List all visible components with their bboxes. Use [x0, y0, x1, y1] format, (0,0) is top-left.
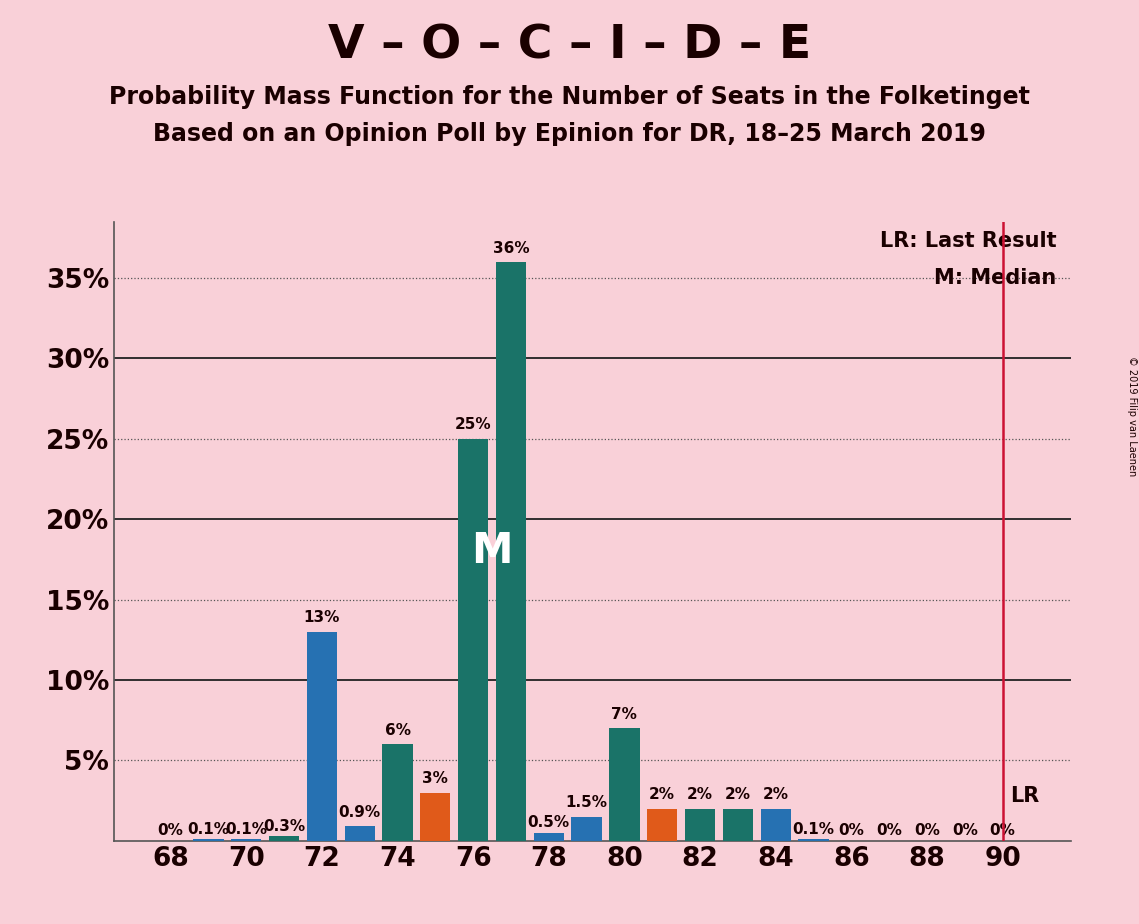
Text: 0%: 0%	[838, 823, 865, 838]
Text: 2%: 2%	[724, 787, 751, 802]
Text: 0.1%: 0.1%	[226, 821, 268, 837]
Bar	[761, 808, 790, 841]
Text: 0.9%: 0.9%	[338, 805, 380, 820]
Text: 7%: 7%	[612, 707, 638, 722]
Text: 0%: 0%	[952, 823, 977, 838]
Bar	[306, 632, 337, 841]
Text: 3%: 3%	[423, 772, 449, 786]
Text: 1.5%: 1.5%	[566, 796, 607, 810]
Text: 0.1%: 0.1%	[793, 821, 835, 837]
Bar	[534, 833, 564, 841]
Bar	[798, 839, 829, 841]
Text: 0%: 0%	[990, 823, 1016, 838]
Text: 2%: 2%	[649, 787, 675, 802]
Text: Based on an Opinion Poll by Epinion for DR, 18–25 March 2019: Based on an Opinion Poll by Epinion for …	[153, 122, 986, 146]
Text: 0%: 0%	[157, 823, 183, 838]
Text: Probability Mass Function for the Number of Seats in the Folketinget: Probability Mass Function for the Number…	[109, 85, 1030, 109]
Text: LR: LR	[1010, 785, 1040, 806]
Bar	[495, 262, 526, 841]
Text: 2%: 2%	[687, 787, 713, 802]
Bar	[231, 839, 261, 841]
Text: 0.3%: 0.3%	[263, 819, 305, 833]
Text: M: M	[472, 530, 513, 572]
Text: 2%: 2%	[763, 787, 788, 802]
Bar	[345, 826, 375, 841]
Text: LR: Last Result: LR: Last Result	[879, 231, 1056, 251]
Bar	[572, 817, 601, 841]
Bar	[647, 808, 678, 841]
Bar	[420, 793, 450, 841]
Text: 0%: 0%	[876, 823, 902, 838]
Text: 0.5%: 0.5%	[527, 815, 570, 831]
Bar	[194, 839, 223, 841]
Text: 0.1%: 0.1%	[188, 821, 229, 837]
Bar	[685, 808, 715, 841]
Bar	[458, 439, 489, 841]
Bar	[609, 728, 640, 841]
Text: 25%: 25%	[454, 418, 491, 432]
Bar	[723, 808, 753, 841]
Text: 0%: 0%	[913, 823, 940, 838]
Text: V – O – C – I – D – E: V – O – C – I – D – E	[328, 23, 811, 68]
Text: 6%: 6%	[385, 723, 410, 738]
Text: M: Median: M: Median	[934, 268, 1056, 288]
Bar	[269, 836, 300, 841]
Text: © 2019 Filip van Laenen: © 2019 Filip van Laenen	[1126, 356, 1137, 476]
Text: 36%: 36%	[493, 240, 530, 256]
Bar	[383, 745, 412, 841]
Text: 13%: 13%	[304, 611, 341, 626]
